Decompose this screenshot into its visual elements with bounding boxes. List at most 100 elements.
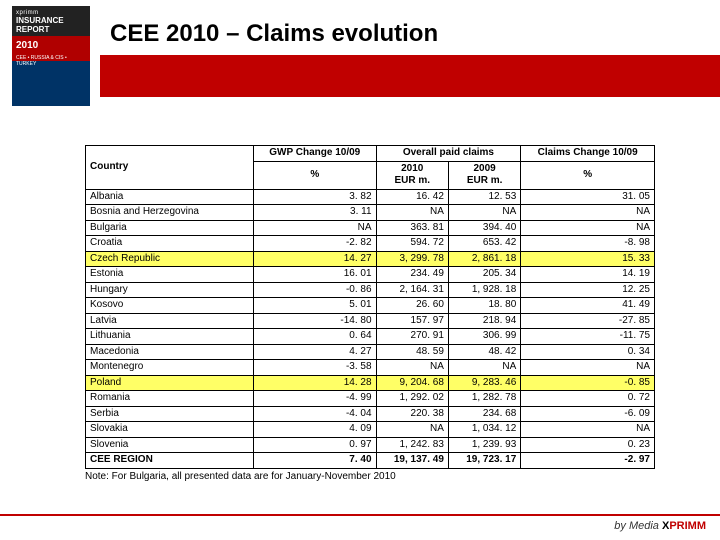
table-row: Estonia16. 01234. 49205. 3414. 19 xyxy=(86,267,655,283)
cell-2009: 205. 34 xyxy=(448,267,520,283)
table-body: Albania3. 8216. 4212. 5331. 05Bosnia and… xyxy=(86,189,655,468)
cell-2010: 594. 72 xyxy=(376,236,448,252)
cell-gwp: 16. 01 xyxy=(254,267,377,283)
th-2009: 2009 EUR m. xyxy=(448,161,520,189)
badge-sub: CEE • RUSSIA & CIS • TURKEY xyxy=(16,55,86,67)
cell-2009: 12. 53 xyxy=(448,189,520,205)
cell-country: Lithuania xyxy=(86,329,254,345)
th-2009-unit: EUR m. xyxy=(453,175,516,188)
cell-gwp: 5. 01 xyxy=(254,298,377,314)
th-claims-change: Claims Change 10/09 xyxy=(521,146,655,162)
cell-cc: 0. 72 xyxy=(521,391,655,407)
cell-2010: 3, 299. 78 xyxy=(376,251,448,267)
cell-2009: 234. 68 xyxy=(448,406,520,422)
cell-2010: 1, 292. 02 xyxy=(376,391,448,407)
cell-2010: 48. 59 xyxy=(376,344,448,360)
content-area: Country GWP Change 10/09 Overall paid cl… xyxy=(85,145,655,482)
th-2009-year: 2009 xyxy=(453,163,516,176)
header: xprimm INSURANCE REPORT 2010 CEE • RUSSI… xyxy=(0,0,720,100)
cell-country: CEE REGION xyxy=(86,453,254,469)
table-head: Country GWP Change 10/09 Overall paid cl… xyxy=(86,146,655,190)
cell-cc: 41. 49 xyxy=(521,298,655,314)
cell-country: Montenegro xyxy=(86,360,254,376)
cell-cc: 31. 05 xyxy=(521,189,655,205)
cell-country: Bosnia and Herzegovina xyxy=(86,205,254,221)
cell-2010: NA xyxy=(376,360,448,376)
cell-cc: 0. 34 xyxy=(521,344,655,360)
footer-media: Media xyxy=(629,520,659,532)
footer: by Media XPRIMM xyxy=(0,514,720,540)
cell-country: Slovenia xyxy=(86,437,254,453)
cell-2009: 653. 42 xyxy=(448,236,520,252)
table-row: Kosovo5. 0126. 6018. 8041. 49 xyxy=(86,298,655,314)
cell-2009: NA xyxy=(448,360,520,376)
badge-line1: INSURANCE REPORT xyxy=(16,16,86,34)
cell-cc: 0. 23 xyxy=(521,437,655,453)
cell-cc: -0. 85 xyxy=(521,375,655,391)
cell-2009: 9, 283. 46 xyxy=(448,375,520,391)
cell-gwp: 0. 64 xyxy=(254,329,377,345)
cell-2009: NA xyxy=(448,205,520,221)
cell-2009: 2, 861. 18 xyxy=(448,251,520,267)
cell-country: Poland xyxy=(86,375,254,391)
cell-country: Romania xyxy=(86,391,254,407)
cell-2010: 220. 38 xyxy=(376,406,448,422)
cell-cc: -6. 09 xyxy=(521,406,655,422)
table-row: Slovenia0. 971, 242. 831, 239. 930. 23 xyxy=(86,437,655,453)
cell-cc: -27. 85 xyxy=(521,313,655,329)
table-row: Latvia-14. 80157. 97218. 94-27. 85 xyxy=(86,313,655,329)
table-row: Slovakia4. 09NA1, 034. 12NA xyxy=(86,422,655,438)
table-row: Albania3. 8216. 4212. 5331. 05 xyxy=(86,189,655,205)
cell-country: Macedonia xyxy=(86,344,254,360)
cell-2009: 394. 40 xyxy=(448,220,520,236)
th-cc-unit: % xyxy=(521,161,655,189)
table-row: Poland14. 289, 204. 689, 283. 46-0. 85 xyxy=(86,375,655,391)
th-claims-span: Overall paid claims xyxy=(376,146,521,162)
th-2010-unit: EUR m. xyxy=(381,175,444,188)
cell-gwp: 7. 40 xyxy=(254,453,377,469)
cell-cc: -8. 98 xyxy=(521,236,655,252)
cell-gwp: -0. 86 xyxy=(254,282,377,298)
cell-cc: -11. 75 xyxy=(521,329,655,345)
claims-table: Country GWP Change 10/09 Overall paid cl… xyxy=(85,145,655,469)
cell-2009: 1, 928. 18 xyxy=(448,282,520,298)
table-row: Hungary-0. 862, 164. 311, 928. 1812. 25 xyxy=(86,282,655,298)
cell-2010: 19, 137. 49 xyxy=(376,453,448,469)
cell-gwp: 4. 27 xyxy=(254,344,377,360)
cell-gwp: 14. 28 xyxy=(254,375,377,391)
cell-2010: NA xyxy=(376,205,448,221)
table-row: Lithuania0. 64270. 91306. 99-11. 75 xyxy=(86,329,655,345)
cell-2010: 16. 42 xyxy=(376,189,448,205)
report-badge: xprimm INSURANCE REPORT 2010 CEE • RUSSI… xyxy=(12,6,90,106)
table-row: Montenegro-3. 58NANANA xyxy=(86,360,655,376)
cell-country: Bulgaria xyxy=(86,220,254,236)
cell-gwp: -2. 82 xyxy=(254,236,377,252)
cell-2009: 19, 723. 17 xyxy=(448,453,520,469)
cell-cc: NA xyxy=(521,422,655,438)
cell-country: Albania xyxy=(86,189,254,205)
table-row: Czech Republic14. 273, 299. 782, 861. 18… xyxy=(86,251,655,267)
cell-2010: 157. 97 xyxy=(376,313,448,329)
cell-country: Slovakia xyxy=(86,422,254,438)
cell-country: Latvia xyxy=(86,313,254,329)
badge-year: 2010 xyxy=(16,40,86,51)
footer-brand: PRIMM xyxy=(669,520,706,532)
cell-cc: 14. 19 xyxy=(521,267,655,283)
cell-gwp: 3. 11 xyxy=(254,205,377,221)
table-row: Bosnia and Herzegovina3. 11NANANA xyxy=(86,205,655,221)
cell-country: Hungary xyxy=(86,282,254,298)
cell-gwp: -14. 80 xyxy=(254,313,377,329)
th-2010-year: 2010 xyxy=(381,163,444,176)
cell-gwp: -3. 58 xyxy=(254,360,377,376)
title-red-bar xyxy=(100,55,720,97)
cell-gwp: NA xyxy=(254,220,377,236)
table-row: BulgariaNA363. 81394. 40NA xyxy=(86,220,655,236)
table-row: Macedonia4. 2748. 5948. 420. 34 xyxy=(86,344,655,360)
cell-cc: 15. 33 xyxy=(521,251,655,267)
cell-country: Czech Republic xyxy=(86,251,254,267)
cell-2010: 270. 91 xyxy=(376,329,448,345)
cell-cc: 12. 25 xyxy=(521,282,655,298)
cell-2009: 48. 42 xyxy=(448,344,520,360)
cell-gwp: -4. 99 xyxy=(254,391,377,407)
cell-country: Estonia xyxy=(86,267,254,283)
